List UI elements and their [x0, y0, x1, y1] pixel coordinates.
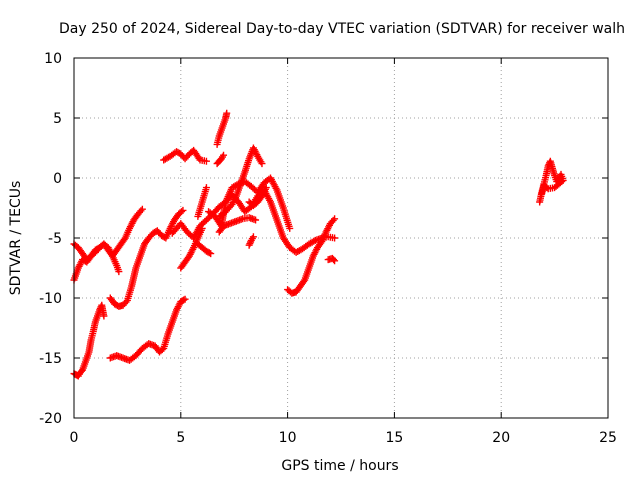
y-axis-title: SDTVAR / TECUs: [8, 181, 24, 296]
y-tick-label: 5: [53, 111, 62, 127]
data-point: [181, 295, 189, 303]
x-tick-label: 0: [70, 430, 79, 446]
data-point: [258, 160, 266, 168]
series-18: [324, 254, 339, 265]
data-point: [198, 224, 206, 232]
data-point: [205, 249, 213, 257]
y-tick-label: -5: [48, 231, 62, 247]
data-point: [249, 233, 257, 241]
data-point: [122, 298, 130, 306]
series-2: [70, 301, 108, 380]
data-point: [331, 215, 339, 223]
data-point: [138, 205, 146, 213]
data-point: [246, 240, 254, 248]
series-16: [245, 184, 270, 210]
data-point: [202, 157, 210, 165]
y-tick-label: 0: [53, 171, 62, 187]
series-17: [284, 215, 339, 297]
data-point: [538, 190, 546, 198]
data-point: [180, 296, 188, 304]
data-point: [207, 250, 215, 258]
data-series: [70, 109, 567, 380]
x-tick-label: 5: [176, 430, 185, 446]
axis-ticks: 0 5 10 15 20 25 10 5 0 -5 -10 -15 -20: [39, 51, 617, 446]
y-tick-label: 10: [44, 51, 62, 67]
x-tick-label: 15: [385, 430, 403, 446]
data-point: [552, 182, 560, 190]
series-10: [205, 174, 294, 232]
data-point: [331, 257, 339, 265]
series-3: [106, 206, 187, 310]
series-9: [194, 184, 210, 220]
series-14: [213, 151, 228, 168]
x-axis-title: GPS time / hours: [281, 458, 398, 474]
chart-title: Day 250 of 2024, Sidereal Day-to-day VTE…: [59, 21, 625, 37]
series-13: [213, 109, 231, 148]
data-point: [330, 256, 338, 264]
series-5: [160, 146, 210, 165]
grid: [74, 58, 608, 418]
data-point: [310, 237, 318, 245]
data-point: [179, 206, 187, 214]
y-tick-label: -15: [39, 351, 62, 367]
x-tick-label: 25: [599, 430, 617, 446]
data-point: [223, 109, 231, 117]
data-point: [115, 268, 123, 276]
data-point: [220, 151, 228, 159]
data-point: [100, 312, 108, 320]
data-point: [245, 241, 253, 249]
x-tick-label: 20: [492, 430, 510, 446]
series-4: [106, 295, 189, 364]
y-tick-label: -10: [39, 291, 62, 307]
series-12: [215, 214, 260, 236]
series-8: [194, 240, 215, 258]
series-11: [215, 144, 266, 220]
data-point: [178, 208, 186, 216]
x-tick-label: 10: [279, 430, 297, 446]
y-tick-label: -20: [39, 411, 62, 427]
data-point: [202, 184, 210, 192]
series-7: [177, 224, 206, 272]
data-point: [262, 184, 270, 192]
data-point: [137, 207, 145, 215]
series-15: [245, 233, 257, 249]
data-point: [286, 224, 294, 232]
data-point: [331, 234, 339, 242]
data-point: [329, 216, 337, 224]
series-19: [536, 157, 567, 206]
data-point: [252, 216, 260, 224]
